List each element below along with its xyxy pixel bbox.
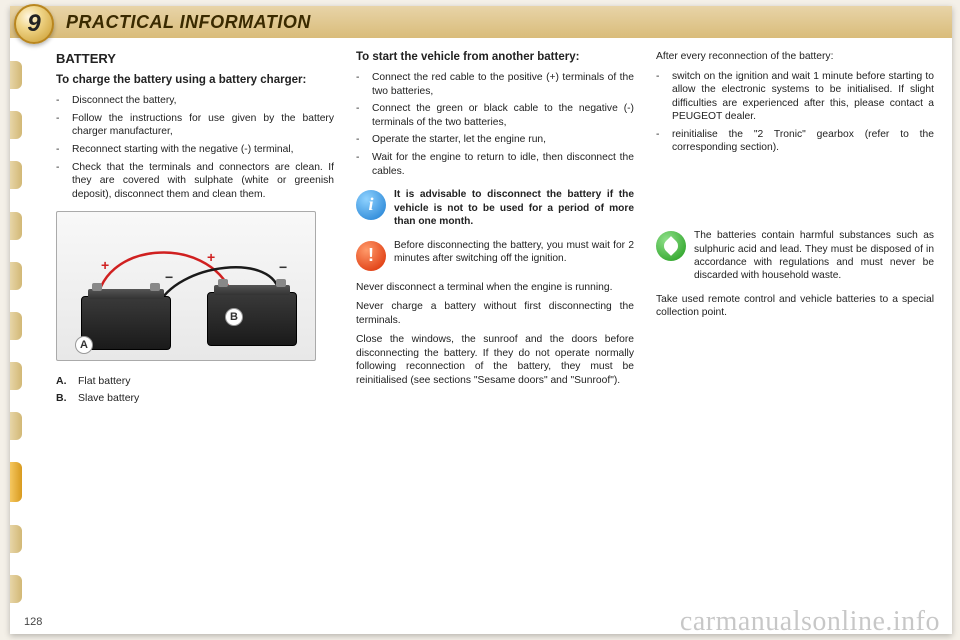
bullet: -Operate the starter, let the en­gine ru…: [356, 133, 634, 147]
figure-legend: A.Flat battery B.Slave battery: [56, 375, 334, 406]
column-1: BATTERY To charge the battery using a ba…: [56, 50, 334, 612]
side-tab: [10, 161, 22, 189]
header-bar: 9 PRACTICAL INFORMATION: [10, 6, 952, 38]
column-3: After every reconnection of the bat­tery…: [656, 50, 934, 612]
side-tab: [10, 212, 22, 240]
page-number: 128: [24, 616, 42, 628]
battery-figure: + + − − A B: [56, 211, 316, 361]
side-tab: [10, 61, 22, 89]
side-tab: [10, 575, 22, 603]
column-2: To start the vehicle from another batter…: [356, 50, 634, 612]
eco-icon: [656, 231, 686, 261]
side-tab: [10, 525, 22, 553]
chapter-number-badge: 9: [14, 4, 54, 44]
side-tab-active: [10, 462, 22, 502]
warning-callout: Before disconnecting the battery, you mu…: [356, 239, 634, 271]
side-tab: [10, 362, 22, 390]
bullet: -Reconnect starting with the nega­tive (…: [56, 143, 334, 157]
content: BATTERY To charge the battery using a ba…: [56, 50, 934, 612]
header-title: PRACTICAL INFORMATION: [66, 12, 311, 33]
warning-text: Before disconnecting the battery, you mu…: [394, 239, 634, 271]
side-tab: [10, 111, 22, 139]
paragraph: Close the windows, the sunroof and the d…: [356, 333, 634, 387]
paragraph: Take used remote control and vehi­cle ba…: [656, 293, 934, 320]
bullet: -Follow the instructions for use given b…: [56, 112, 334, 139]
side-tab: [10, 312, 22, 340]
paragraph: After every reconnection of the bat­tery…: [656, 50, 934, 64]
side-tabs: [10, 50, 24, 614]
warning-icon: [356, 241, 386, 271]
svg-text:+: +: [207, 249, 215, 265]
bullet: -Check that the terminals and connectors…: [56, 161, 334, 202]
paragraph: Never disconnect a terminal when the eng…: [356, 281, 634, 295]
subsection-heading: To charge the battery using a battery ch…: [56, 73, 334, 88]
subsection-heading: To start the vehicle from another batter…: [356, 50, 634, 65]
svg-text:−: −: [279, 259, 287, 275]
bullet: -reinitialise the "2 Tronic" gearbox (re…: [656, 128, 934, 155]
side-tab: [10, 262, 22, 290]
watermark: carmanualsonline.info: [680, 606, 940, 638]
page: 9 PRACTICAL INFORMATION BATTERY To charg…: [10, 6, 952, 634]
battery-b: [207, 292, 297, 346]
info-text: It is advisable to disconnect the batter…: [394, 188, 634, 228]
bullet: -switch on the ignition and wait 1 minut…: [656, 70, 934, 124]
svg-text:+: +: [101, 257, 109, 273]
bullet: -Wait for the engine to return to idle, …: [356, 151, 634, 178]
bullet: -Connect the red cable to the positive (…: [356, 71, 634, 98]
paragraph: Never charge a battery without first dis…: [356, 300, 634, 327]
bullet: -Disconnect the battery,: [56, 94, 334, 108]
eco-text: The batteries contain harmful substances…: [694, 229, 934, 283]
info-callout: It is advisable to disconnect the batter…: [356, 188, 634, 228]
eco-callout: The batteries contain harmful substances…: [656, 229, 934, 283]
battery-a: [81, 296, 171, 350]
section-heading: BATTERY: [56, 50, 334, 67]
svg-text:−: −: [165, 269, 173, 285]
info-icon: [356, 190, 386, 220]
side-tab: [10, 412, 22, 440]
bullet: -Connect the green or black ca­ble to th…: [356, 102, 634, 129]
